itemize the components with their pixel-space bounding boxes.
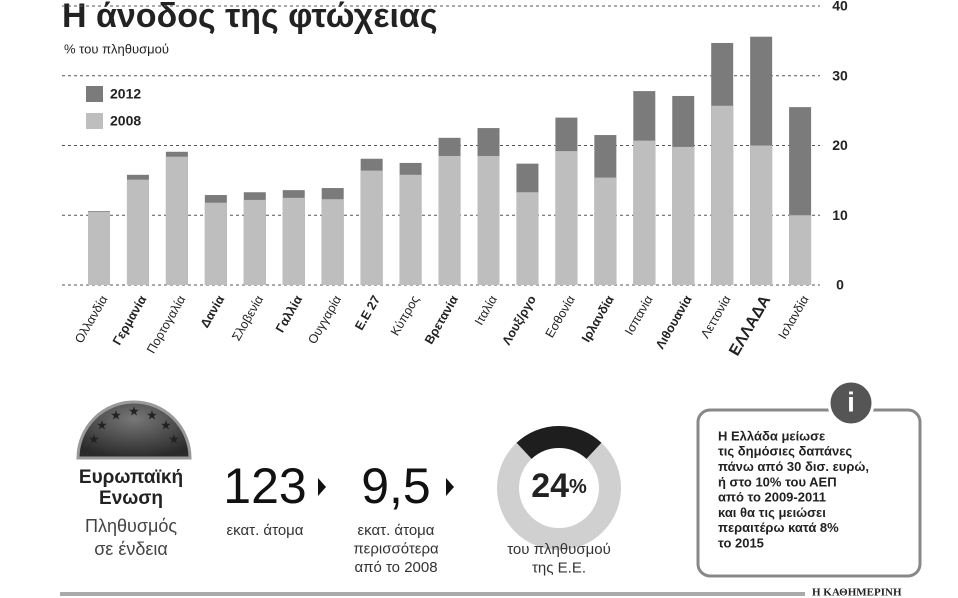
legend-label: 2012 [110,86,141,102]
stat-caption: εκατ. άτομα [227,522,304,539]
bar [672,146,695,285]
bar [789,215,812,285]
stat-value: 123 [223,458,306,514]
stat-arrow [318,478,326,496]
svg-text:★: ★ [110,407,122,422]
bar [555,151,578,285]
donut-arc [516,426,602,460]
bar [711,105,734,286]
info-line: το 2015 [718,536,764,551]
bar [750,145,773,285]
info-icon [827,379,875,427]
y-tick-label: 30 [832,67,848,83]
bar [633,140,656,285]
bar [204,202,227,285]
x-tick-label: Εσθονία [543,293,578,340]
y-tick-label: 40 [832,0,848,14]
x-tick-label: Βρετανία [422,293,461,347]
stat-value: 9,5 [361,458,431,514]
x-tick-label: Ισπανία [622,293,656,337]
x-tick-label: Κύπρος [388,293,422,338]
info-line: τις δημόσιες δαπάνες [718,444,852,459]
y-tick-label: 20 [832,137,848,153]
bar [399,174,422,285]
eu-stars: ★★ ★ ★ ★★ ★ [88,403,180,446]
bar [88,211,110,285]
stat-arrow [446,478,454,496]
x-tick-label: Ουγγαρία [305,293,344,346]
svg-text:★: ★ [146,407,158,422]
info-line: περαιτέρω κατά 8% [718,520,839,535]
info-line: πάνω από 30 δισ. ευρώ, [718,459,869,474]
bar [477,155,500,285]
info-line: και θα τις μειώσει [718,505,826,520]
x-tick-label: Σλοβενία [229,293,266,343]
eu-name: Ευρωπαϊκή [79,467,183,488]
bar [243,199,266,285]
bar [360,170,383,285]
eu-emblem [76,400,192,460]
donut-text: 24 [531,467,569,505]
donut-text: % [569,476,587,498]
bar [516,192,539,285]
y-tick-label: 10 [832,207,848,223]
svg-text:★: ★ [168,431,180,446]
eu-caption: Πληθυσμός [85,516,177,536]
donut-caption: της Ε.Ε. [532,559,586,576]
stat-caption: περισσότερα [353,540,439,557]
legend-label: 2008 [110,113,141,129]
source: Η ΚΑΘΗΜΕΡΙΝΗ [812,587,902,598]
chart-title: Η άνοδος της φτώχειας [62,0,438,35]
svg-text:★: ★ [88,431,100,446]
x-tick-label: Ε.Ε 27 [352,293,383,333]
svg-text:★: ★ [160,417,172,432]
y-tick-label: 0 [836,277,844,293]
bar [282,197,305,285]
bar [438,155,461,285]
x-tick-label: Δανία [198,293,228,330]
x-tick-label: Ιρλανδία [579,293,617,345]
x-tick-label: Ισλανδία [776,293,812,341]
x-tick-label: Γερμανία [110,293,150,348]
donut-label: 24% [531,467,587,505]
x-tick-label: Πορτογαλία [144,293,188,356]
bar [165,156,188,285]
legend-swatch [86,86,103,102]
eu-name: Ενωση [99,488,163,509]
x-tick-label: Ολλανδία [72,293,110,345]
info-line: από το 2009-2011 [718,490,826,505]
stat-caption: εκατ. άτομα [358,522,435,539]
bar [594,177,617,285]
info-box [696,408,922,578]
x-tick-label: ΕΛΛΑΔΑ [726,292,774,359]
x-tick-label: Λιθουανία [653,293,695,352]
x-tick-label: Λουξ/ργο [499,293,539,348]
legend-swatch [86,113,103,129]
x-tick-label: Γαλλία [273,293,305,335]
svg-text:★: ★ [128,403,140,418]
eu-caption: σε ένδεια [94,539,168,559]
bar [126,179,149,285]
stat-caption: από το 2008 [354,559,437,576]
bar [321,199,344,285]
x-tick-label: Ιταλία [472,293,500,327]
x-tick-label: Λεττονία [698,293,734,341]
info-line: Η Ελλάδα μείωσε [718,428,825,443]
subtitle: % του πληθυσμού [64,41,169,56]
info-line: ή στο 10% του ΑΕΠ [718,474,837,489]
donut-caption: του πληθυσμού [507,541,611,558]
info-icon-letter: i [847,386,855,417]
svg-text:★: ★ [96,417,108,432]
